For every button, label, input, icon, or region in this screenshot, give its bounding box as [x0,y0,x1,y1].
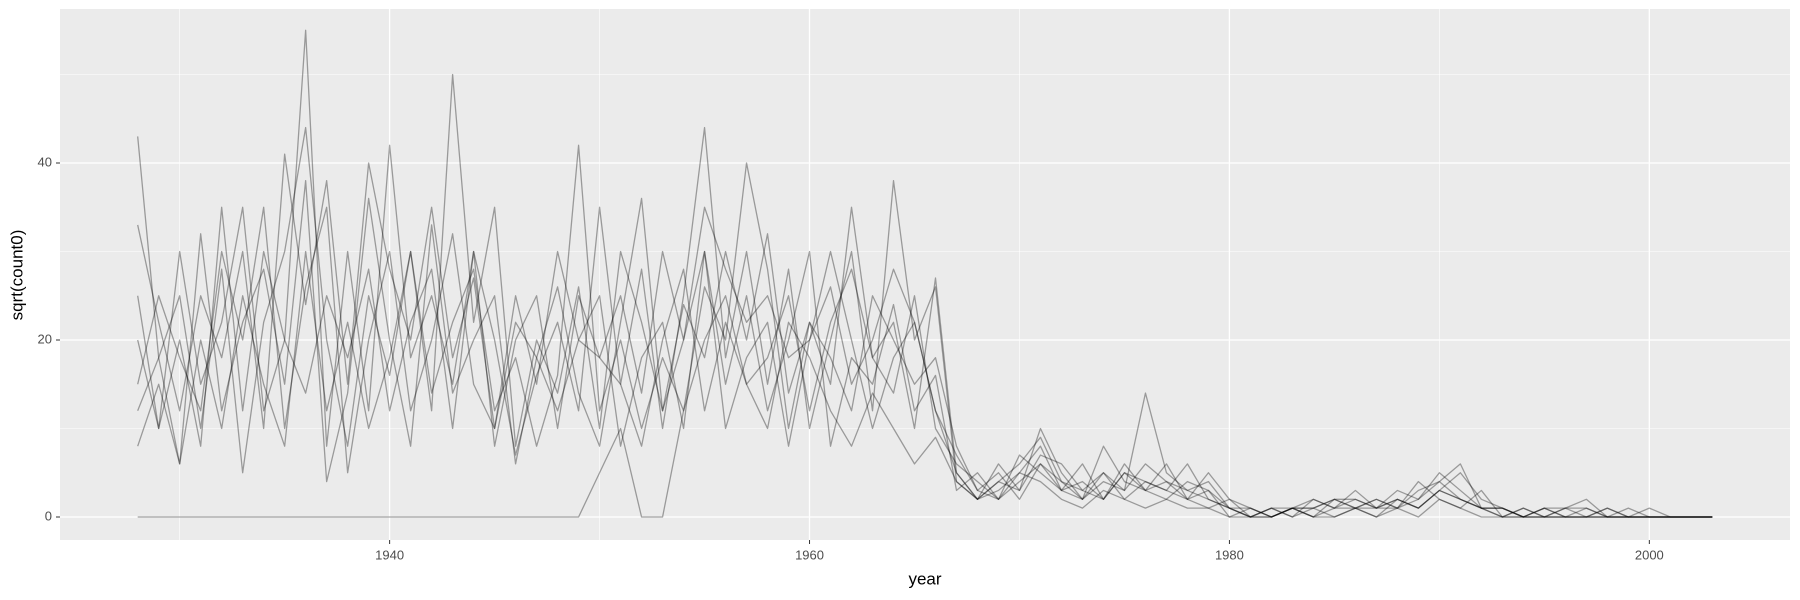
series-line [137,136,1713,518]
series-line [137,144,1713,518]
x-axis-title: year [908,569,941,588]
series-line [137,206,1713,518]
series-line [137,73,1713,518]
series-line [137,206,1713,518]
x-tick-label: 1980 [1215,547,1244,562]
y-tick-label: 20 [38,331,52,346]
series-line [137,153,1713,518]
series-line [137,29,1713,518]
x-tick-label: 1940 [375,547,404,562]
y-axis-title: sqrt(count0) [7,230,26,321]
y-tick-label: 40 [38,154,52,169]
panel [60,9,1790,540]
series-line [137,295,1713,518]
x-tick-label: 2000 [1635,547,1664,562]
x-tick-label: 1960 [795,547,824,562]
y-tick-label: 0 [45,508,52,523]
